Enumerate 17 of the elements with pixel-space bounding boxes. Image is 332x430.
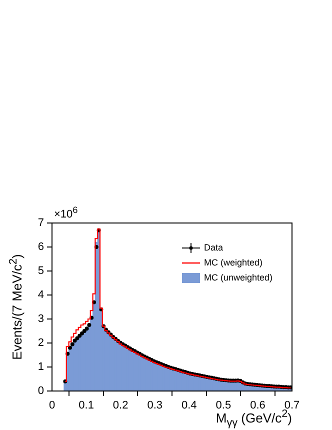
x-tick-label: 0.4	[181, 400, 197, 412]
x-tick-label: 0.3	[147, 400, 163, 412]
text: ×10$^{6}$	[54, 205, 78, 221]
y-tick-label: 4	[38, 289, 44, 302]
x-tick-label: 0	[48, 400, 56, 412]
legend-label: MC (unweighted)	[204, 272, 273, 282]
y-tick-label: 5	[38, 265, 44, 278]
y-tick-label: 6	[38, 241, 44, 254]
x-tick-label: 0.1	[78, 400, 94, 412]
y-tick-label: 3	[38, 313, 44, 326]
y-tick-label: 1	[38, 361, 44, 374]
y-tick-label: 7	[38, 217, 44, 230]
x-tick-label: 0.2	[112, 400, 128, 412]
legend-label: MC (weighted)	[204, 257, 263, 268]
y-tick-label: 2	[38, 337, 44, 350]
legend-label: Data	[204, 242, 224, 252]
y-tick-label: 0	[38, 385, 44, 398]
